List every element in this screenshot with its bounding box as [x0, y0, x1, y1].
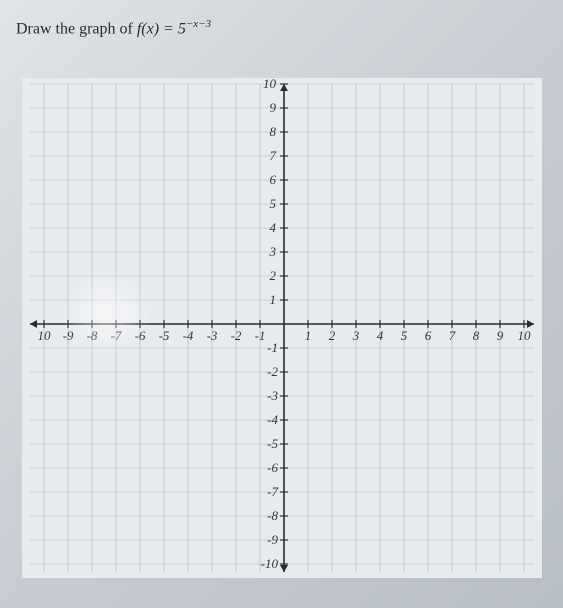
- svg-text:1: 1: [269, 292, 276, 307]
- svg-text:8: 8: [472, 328, 479, 343]
- svg-text:10: 10: [263, 78, 277, 91]
- svg-text:-5: -5: [267, 436, 278, 451]
- coordinate-plane[interactable]: 10 -9 -8 -7 -6 -5 -4 -3 -2 -1 1 2 3 4 5 6 7 8 9 10 1 2 3 4 5 6 7 8 9…: [22, 78, 542, 578]
- prompt-exponent: −x−3: [186, 18, 211, 30]
- svg-text:3: 3: [351, 328, 359, 343]
- svg-text:-6: -6: [267, 460, 278, 475]
- worksheet-page: Draw the graph of f(x) = 5−x−3 10-9-8-7-…: [0, 0, 563, 608]
- svg-text:2: 2: [328, 328, 335, 343]
- svg-text:-3: -3: [267, 388, 278, 403]
- problem-prompt: Draw the graph of f(x) = 5−x−3: [16, 18, 551, 38]
- svg-text:10: 10: [517, 328, 531, 343]
- svg-text:-10: -10: [260, 556, 278, 571]
- svg-text:1: 1: [304, 328, 311, 343]
- svg-text:5: 5: [269, 196, 276, 211]
- prompt-function: f(x) = 5: [137, 20, 186, 37]
- svg-text:-2: -2: [230, 328, 241, 343]
- svg-text:4: 4: [376, 328, 383, 343]
- svg-text:9: 9: [269, 100, 276, 115]
- svg-text:-1: -1: [254, 328, 265, 343]
- svg-text:-2: -2: [267, 364, 278, 379]
- svg-text:-3: -3: [206, 328, 217, 343]
- svg-text:-9: -9: [62, 328, 73, 343]
- svg-text:2: 2: [269, 268, 276, 283]
- svg-text:-6: -6: [134, 328, 145, 343]
- svg-text:4: 4: [269, 220, 276, 235]
- svg-text:-7: -7: [110, 328, 121, 343]
- prompt-prefix: Draw the graph of: [16, 20, 137, 37]
- svg-text:-4: -4: [182, 328, 193, 343]
- svg-text:10: 10: [37, 328, 51, 343]
- svg-text:-7: -7: [267, 484, 278, 499]
- grid-svg: 10 -9 -8 -7 -6 -5 -4 -3 -2 -1 1 2 3 4 5 6 7 8 9 10 1 2 3 4 5 6 7 8 9…: [22, 78, 542, 578]
- svg-text:-8: -8: [86, 328, 97, 343]
- svg-text:9: 9: [496, 328, 503, 343]
- svg-text:3: 3: [268, 244, 276, 259]
- grid-lines: [30, 84, 534, 572]
- svg-text:6: 6: [269, 172, 276, 187]
- svg-text:8: 8: [269, 124, 276, 139]
- svg-text:5: 5: [400, 328, 407, 343]
- svg-text:-8: -8: [267, 508, 278, 523]
- axes: [30, 84, 534, 572]
- svg-text:6: 6: [424, 328, 431, 343]
- svg-text:-9: -9: [267, 532, 278, 547]
- svg-text:-1: -1: [267, 340, 278, 355]
- svg-text:7: 7: [269, 148, 276, 163]
- svg-text:-5: -5: [158, 328, 169, 343]
- svg-text:-4: -4: [267, 412, 278, 427]
- svg-text:7: 7: [448, 328, 455, 343]
